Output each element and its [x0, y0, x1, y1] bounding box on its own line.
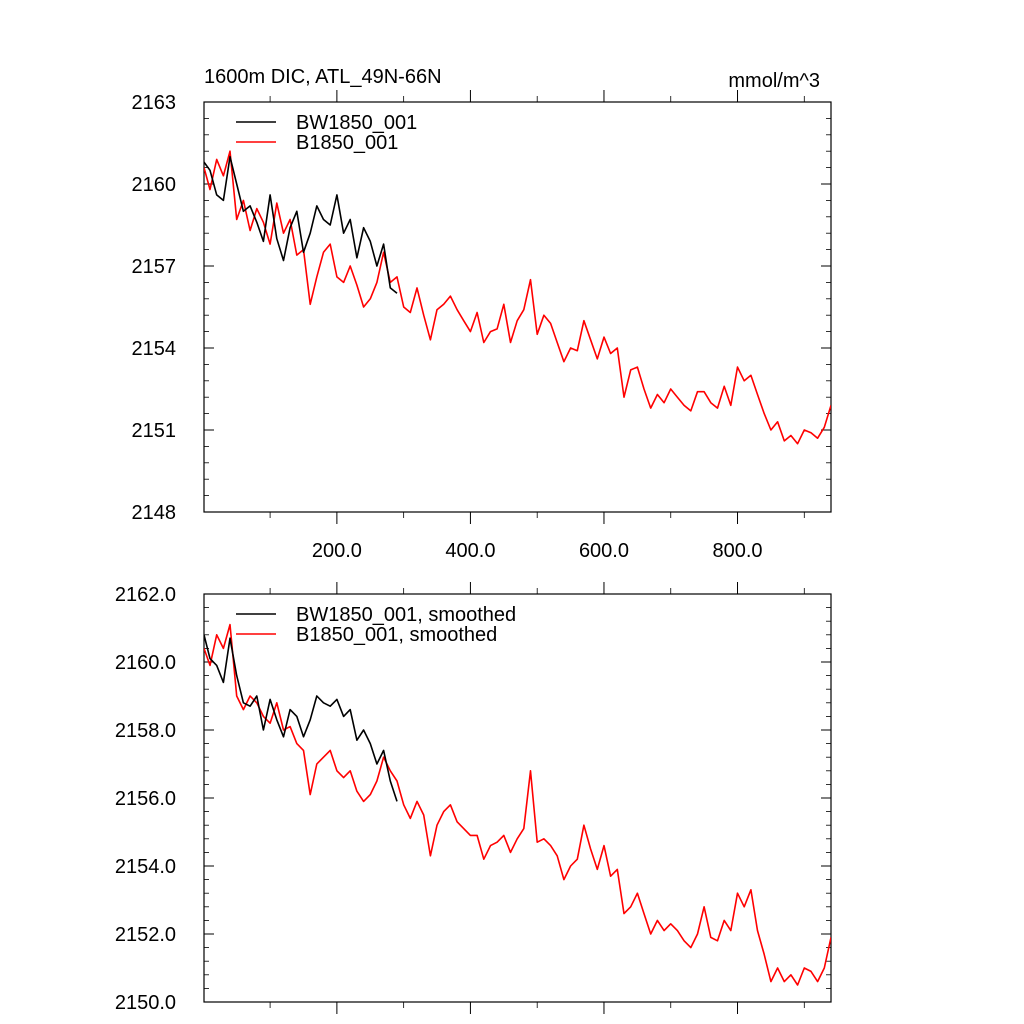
series-line-b1850-001 [204, 150, 831, 445]
legend-label: BW1850_001, smoothed [296, 604, 516, 626]
y-tick-label: 2162.0 [115, 584, 176, 606]
y-tick-label: 2160.0 [115, 652, 176, 674]
y-tick-label: 2163 [132, 92, 177, 114]
legend-label: B1850_001 [296, 132, 398, 154]
x-tick-label: 400.0 [445, 540, 495, 562]
legend-label: BW1850_001 [296, 112, 417, 134]
x-tick-label: 600.0 [579, 540, 629, 562]
x-tick-label: 200.0 [312, 540, 362, 562]
y-tick-label: 2150.0 [115, 992, 176, 1014]
y-tick-label: 2157 [132, 256, 177, 278]
y-tick-label: 2160 [132, 174, 177, 196]
chart-panel-1: 2148 2151 2154 2157 2160 2163 200.0 400.0 600.0 8… [132, 90, 832, 562]
y-tick-label: 2156.0 [115, 788, 176, 810]
series-line-bw1850-001 [204, 155, 398, 294]
units-label: mmol/m^3 [728, 70, 820, 92]
series-line-bw1850-001-smoothed [204, 634, 398, 802]
y-tick-label: 2154 [132, 338, 177, 360]
chart-title: 1600m DIC, ATL_49N-66N [204, 66, 442, 88]
series-line-b1850-001-smoothed [204, 623, 831, 986]
plot-frame [203, 593, 832, 1003]
plot-frame [203, 101, 832, 513]
y-tick-label: 2154.0 [115, 856, 176, 878]
y-tick-label: 2158.0 [115, 720, 176, 742]
chart-panel-2: 2150.0 2152.0 2154.0 2156.0 2158.0 2160.0 2162… [115, 582, 832, 1014]
x-tick-label: 800.0 [712, 540, 762, 562]
y-tick-label: 2152.0 [115, 924, 176, 946]
legend-label: B1850_001, smoothed [296, 624, 497, 646]
y-tick-label: 2148 [132, 502, 177, 524]
y-tick-label: 2151 [132, 420, 177, 442]
